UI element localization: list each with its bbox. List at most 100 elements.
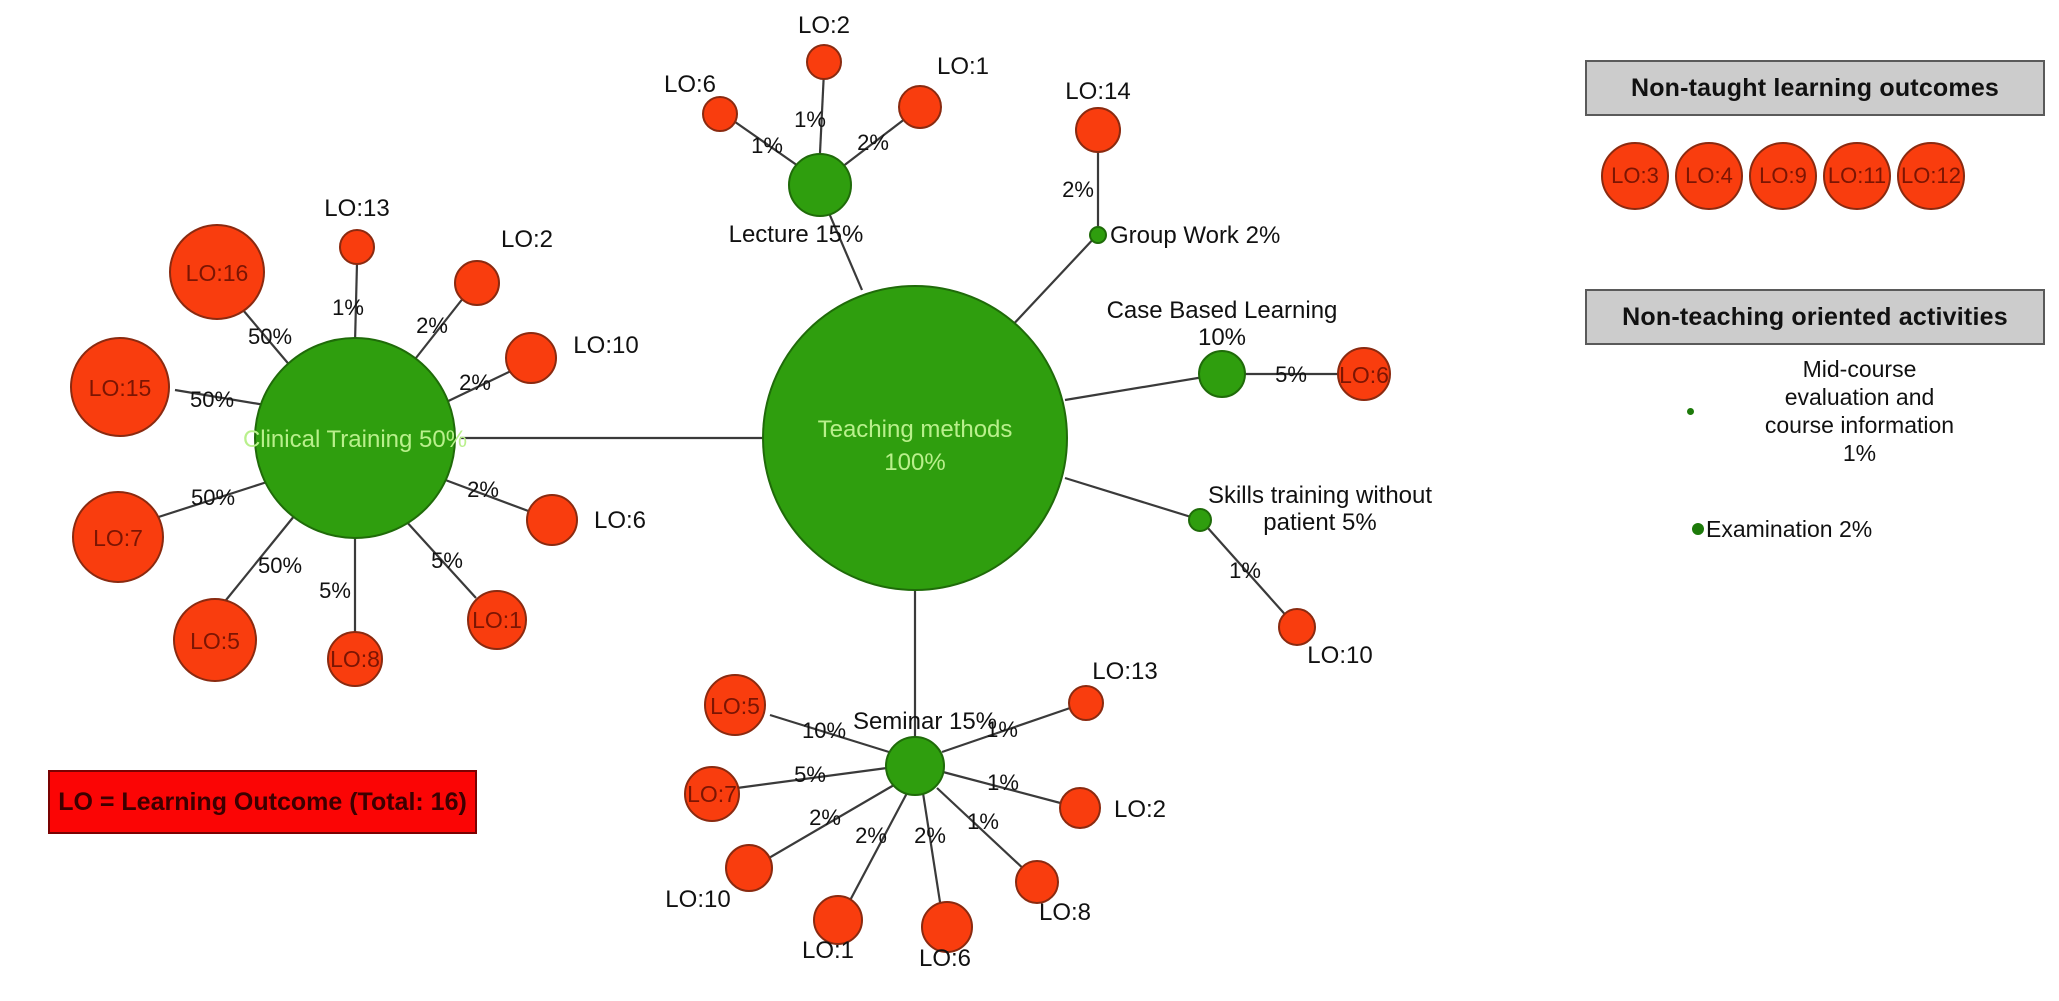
legend-lo-key: LO = Learning Outcome (Total: 16) — [48, 770, 477, 834]
leaf-clinical-lo16[interactable] — [169, 224, 265, 320]
edge-skills-lo10 — [1206, 526, 1291, 621]
leaf-clinical-lo6-label: LO:6 — [594, 507, 646, 534]
leaf-lecture-lo6-label: LO:6 — [664, 71, 716, 98]
edges-lecture — [727, 70, 911, 169]
edge-clinical-lo1 — [404, 519, 477, 599]
leaf-seminar-lo8-label: LO:8 — [1039, 899, 1091, 926]
pct-seminar-lo5: 10% — [802, 718, 846, 743]
legend-lo-9[interactable]: LO:9 — [1749, 142, 1817, 210]
leaf-seminar-lo8[interactable] — [1015, 860, 1059, 904]
pct-lecture-lo2: 1% — [794, 107, 826, 132]
node-skills-training[interactable] — [1188, 508, 1212, 532]
leaf-clinical-lo1-label: LO:1 — [472, 607, 522, 633]
pct-clinical-lo15: 50% — [190, 387, 234, 412]
pct-clinical-lo7: 50% — [191, 485, 235, 510]
legend-non-taught-title: Non-taught learning outcomes — [1630, 73, 2000, 102]
node-group-work-label: Group Work 2% — [1110, 222, 1280, 249]
leaf-seminar-lo13[interactable] — [1068, 685, 1104, 721]
node-clinical-training[interactable] — [254, 337, 456, 539]
leaf-seminar-lo13-label: LO:13 — [1092, 658, 1157, 685]
edge-clinical-lo13 — [353, 262, 359, 344]
pct-clinical-lo5: 50% — [258, 553, 302, 578]
leaf-clinical-lo1[interactable] — [467, 590, 527, 650]
leaf-clinical-lo6[interactable] — [526, 494, 578, 546]
node-seminar-label: Seminar 15% — [853, 708, 997, 735]
node-skills-label-line2: patient 5% — [1263, 509, 1376, 536]
edges-clinical — [142, 262, 532, 632]
node-teaching-methods[interactable] — [762, 285, 1068, 591]
leaf-clinical-lo10[interactable] — [505, 332, 557, 384]
pct-seminar-lo1: 2% — [855, 823, 887, 848]
edge-seminar-lo2 — [942, 770, 1069, 807]
leaf-groupwork-lo14[interactable] — [1075, 107, 1121, 153]
leaf-lecture-lo2-label: LO:2 — [798, 12, 850, 39]
leaf-clinical-lo2-label: LO:2 — [501, 226, 553, 253]
legend-lo-3[interactable]: LO:3 — [1601, 142, 1669, 210]
leaf-seminar-lo6-label: LO:6 — [919, 945, 971, 972]
legend-lo-12[interactable]: LO:12 — [1897, 142, 1965, 210]
edges-seminar — [736, 705, 1074, 916]
leaf-clinical-lo13-label: LO:13 — [324, 195, 389, 222]
leaf-clinical-lo5[interactable] — [173, 598, 257, 682]
edge-seminar-lo13 — [941, 705, 1074, 754]
leaf-seminar-lo6[interactable] — [921, 901, 973, 953]
leaf-clinical-lo8-label: LO:8 — [330, 646, 380, 672]
legend-activity-midcourse[interactable]: Mid-course evaluation and course informa… — [1687, 355, 2017, 467]
leaf-clinical-lo7[interactable] — [72, 491, 164, 583]
legend-activity-examination[interactable]: Examination 2% — [1692, 515, 1872, 543]
edge-seminar-lo6 — [921, 792, 944, 916]
leaf-seminar-lo1-label: LO:1 — [802, 937, 854, 964]
legend-lo-11[interactable]: LO:11 — [1823, 142, 1891, 210]
leaf-clinical-lo15-label: LO:15 — [89, 375, 152, 401]
node-cbl-label-line2: 10% — [1198, 324, 1246, 351]
leaf-clinical-lo8[interactable] — [327, 631, 383, 687]
leaf-clinical-lo16-label: LO:16 — [186, 260, 249, 286]
pct-seminar-lo13: 1% — [986, 717, 1018, 742]
leaf-clinical-lo7-label: LO:7 — [93, 525, 143, 551]
leaf-seminar-lo7-label: LO:7 — [687, 781, 737, 807]
leaf-clinical-lo15[interactable] — [70, 337, 170, 437]
leaf-lecture-lo6[interactable] — [702, 96, 738, 132]
leaf-skills-lo10-label: LO:10 — [1307, 642, 1372, 669]
edge-root-skills — [1064, 476, 1205, 523]
pct-lecture-lo6: 1% — [751, 133, 783, 158]
edge-clinical-lo10 — [439, 369, 514, 406]
leaf-seminar-lo5[interactable] — [704, 674, 766, 736]
node-group-work[interactable] — [1089, 226, 1107, 244]
pct-clinical-lo2: 2% — [416, 313, 448, 338]
pct-lecture-lo1: 2% — [857, 130, 889, 155]
leaf-seminar-lo7[interactable] — [684, 766, 740, 822]
edge-clinical-lo2 — [411, 296, 465, 364]
node-case-based-learning[interactable] — [1198, 350, 1246, 398]
leaf-clinical-lo2[interactable] — [454, 260, 500, 306]
legend-activity-midcourse-line2: evaluation and — [1784, 384, 1935, 411]
pct-clinical-lo1: 5% — [431, 548, 463, 573]
leaf-lecture-lo2[interactable] — [806, 44, 842, 80]
legend-non-teaching-title: Non-teaching oriented activities — [1622, 302, 2008, 331]
pct-seminar-lo10: 2% — [809, 805, 841, 830]
green-dot-icon — [1692, 523, 1704, 536]
node-cbl-label-line1: Case Based Learning — [1107, 297, 1338, 324]
leaf-lecture-lo1[interactable] — [898, 85, 942, 129]
legend-activity-midcourse-line3: course information — [1764, 412, 1955, 439]
leaf-seminar-lo1[interactable] — [813, 895, 863, 945]
node-lecture[interactable] — [788, 153, 852, 217]
leaf-skills-lo10[interactable] — [1278, 608, 1316, 646]
leaf-seminar-lo5-label: LO:5 — [710, 693, 760, 719]
leaf-cbl-lo6[interactable] — [1337, 347, 1391, 401]
edge-clinical-lo7 — [142, 480, 268, 524]
node-seminar[interactable] — [885, 736, 945, 796]
leaf-seminar-lo10[interactable] — [725, 844, 773, 892]
leaf-seminar-lo2[interactable] — [1059, 787, 1101, 829]
leaf-clinical-lo13[interactable] — [339, 229, 375, 265]
pct-seminar-lo6: 2% — [914, 823, 946, 848]
leaf-clinical-lo10-label: LO:10 — [573, 332, 638, 359]
edge-root-cbl — [1064, 373, 1217, 402]
legend-lo-4[interactable]: LO:4 — [1675, 142, 1743, 210]
leaf-lecture-lo1-label: LO:1 — [937, 53, 989, 80]
legend-non-taught-header: Non-taught learning outcomes — [1585, 60, 2045, 116]
edge-root-groupwork — [1007, 233, 1099, 331]
edges-skills — [1206, 526, 1291, 621]
